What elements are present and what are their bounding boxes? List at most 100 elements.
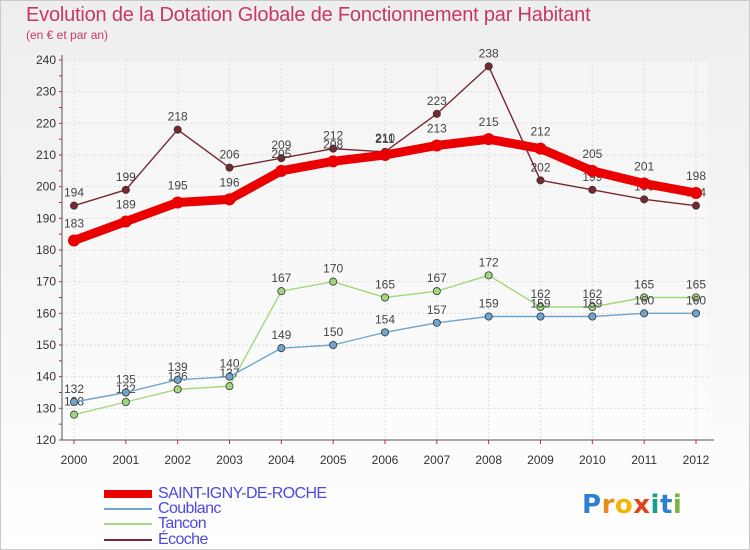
data-point <box>329 277 338 286</box>
data-point <box>638 177 651 190</box>
data-label: 189 <box>116 198 136 212</box>
data-point <box>70 410 79 419</box>
data-point <box>430 139 443 152</box>
y-tick-label: 190 <box>36 211 56 225</box>
data-label: 215 <box>479 115 499 129</box>
data-point <box>225 382 234 391</box>
data-point <box>588 302 597 311</box>
data-point <box>692 293 701 302</box>
data-label: 208 <box>323 137 343 151</box>
y-tick-label: 130 <box>36 401 56 415</box>
proxiti-logo: Proxiti <box>582 490 682 520</box>
x-tick-label: 2000 <box>61 453 88 467</box>
data-label: 194 <box>64 186 84 200</box>
data-label: 149 <box>271 328 291 342</box>
data-label: 195 <box>168 179 188 193</box>
data-label: 154 <box>375 312 395 326</box>
y-tick-label: 120 <box>36 433 56 447</box>
y-tick-label: 140 <box>36 370 56 384</box>
data-label: 201 <box>634 160 654 174</box>
y-tick-label: 200 <box>36 180 56 194</box>
legend-swatch <box>104 523 152 525</box>
data-label: 160 <box>686 293 706 307</box>
data-label: 132 <box>64 382 84 396</box>
data-point <box>536 312 545 321</box>
data-point <box>640 293 649 302</box>
data-point <box>173 125 182 134</box>
data-point <box>432 318 441 327</box>
data-label: 205 <box>271 147 291 161</box>
data-point <box>327 155 340 168</box>
data-point <box>70 397 79 406</box>
data-label: 150 <box>323 325 343 339</box>
legend-swatch <box>104 490 152 498</box>
data-label: 183 <box>64 217 84 231</box>
legend-item-saint-igny: SAINT-IGNY-DE-ROCHE <box>104 485 327 502</box>
x-tick-label: 2012 <box>683 453 710 467</box>
data-point <box>692 309 701 318</box>
data-point <box>277 154 286 163</box>
chart-title: Evolution de la Dotation Globale de Fonc… <box>26 4 591 26</box>
x-tick-label: 2001 <box>112 453 139 467</box>
data-point <box>171 196 184 209</box>
logo-letter: i <box>672 490 683 520</box>
data-point <box>586 164 599 177</box>
data-label: 135 <box>116 373 136 387</box>
data-point <box>70 201 79 210</box>
data-label: 165 <box>375 278 395 292</box>
data-point <box>121 388 130 397</box>
data-label: 238 <box>479 46 499 60</box>
data-label: 211 <box>375 132 394 146</box>
data-label: 167 <box>271 271 291 285</box>
data-label: 210 <box>375 131 395 145</box>
y-tick-label: 210 <box>36 148 56 162</box>
data-point <box>379 149 391 161</box>
x-tick-label: 2004 <box>268 453 295 467</box>
data-point <box>536 176 545 185</box>
data-point <box>173 385 182 394</box>
data-point <box>484 62 493 71</box>
logo-letter: x <box>633 490 651 520</box>
data-point <box>588 312 597 321</box>
data-point <box>484 271 493 280</box>
data-label: 139 <box>168 360 188 374</box>
data-point <box>692 201 701 210</box>
logo-letter: t <box>659 490 673 520</box>
data-point <box>536 302 545 311</box>
y-tick-label: 160 <box>36 306 56 320</box>
data-label: 159 <box>479 297 499 311</box>
chart-subtitle: (en € et par an) <box>26 28 109 42</box>
data-point <box>225 372 234 381</box>
data-label: 159 <box>582 297 602 311</box>
data-point <box>588 185 597 194</box>
data-point <box>68 234 80 247</box>
y-tick-label: 170 <box>36 275 56 289</box>
data-label: 165 <box>686 278 706 292</box>
data-label: 198 <box>686 169 706 183</box>
data-point <box>432 109 441 118</box>
data-label: 160 <box>634 293 654 307</box>
data-label: 205 <box>582 147 602 161</box>
data-label: 140 <box>219 357 239 371</box>
data-point <box>534 142 547 155</box>
y-tick-label: 180 <box>36 243 56 257</box>
x-tick-label: 2002 <box>164 453 191 467</box>
data-point <box>432 287 441 296</box>
x-tick-label: 2009 <box>527 453 554 467</box>
x-tick-label: 2005 <box>320 453 347 467</box>
data-label: 206 <box>219 148 239 162</box>
data-point <box>277 344 286 353</box>
data-label: 167 <box>427 271 447 285</box>
data-label: 162 <box>530 287 550 301</box>
legend-item-coublanc: Coublanc <box>104 500 221 517</box>
legend-item-tancon: Tancon <box>104 515 207 532</box>
data-point <box>640 309 649 318</box>
data-point <box>329 144 338 153</box>
data-label: 212 <box>530 125 550 139</box>
data-point <box>380 293 389 302</box>
data-label: 162 <box>582 287 602 301</box>
legend-swatch <box>104 539 152 541</box>
data-label: 213 <box>427 122 447 136</box>
data-point <box>484 312 493 321</box>
data-label: 212 <box>323 129 343 143</box>
